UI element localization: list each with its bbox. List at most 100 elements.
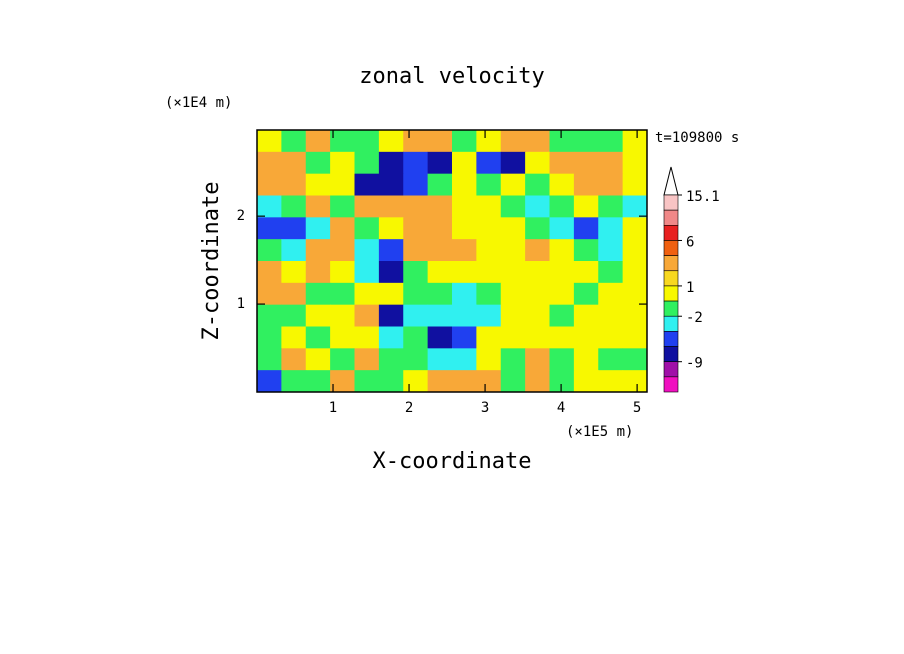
field-cell <box>427 130 453 153</box>
field-cell <box>378 130 404 153</box>
field-cell <box>281 282 307 306</box>
field-cell <box>525 130 550 153</box>
field-cell <box>598 195 624 218</box>
x-tick-label: 4 <box>557 400 565 416</box>
field-cell <box>354 282 380 306</box>
field-cell <box>427 304 453 327</box>
field-cell <box>378 370 404 393</box>
field-cell <box>622 217 648 240</box>
colorbar-band <box>663 209 679 226</box>
field-cell <box>549 370 575 393</box>
field-cell <box>598 173 624 196</box>
field-cell <box>525 217 550 240</box>
field-cell <box>403 151 429 175</box>
field-cell <box>330 261 355 284</box>
field-cell <box>476 261 502 284</box>
field-cell <box>403 173 429 196</box>
field-cell <box>354 173 380 196</box>
field-cell <box>598 261 624 284</box>
colorbar-band <box>663 331 679 347</box>
field-cell <box>622 304 648 327</box>
field-cell <box>354 195 380 218</box>
axes: 1 2 3 4 5 1 2 15.1 6 1 -2 -9 <box>237 129 720 416</box>
field-cell <box>427 261 453 284</box>
field-cell <box>354 130 380 153</box>
field-cell <box>330 348 355 371</box>
field-cell <box>622 195 648 218</box>
field-cell <box>354 151 380 175</box>
field-cell <box>598 282 624 306</box>
field-cell <box>378 304 404 327</box>
field-cell <box>378 151 404 175</box>
field-cell <box>452 195 477 218</box>
y-multiplier: (×1E4 m) <box>165 95 232 111</box>
field-cell <box>403 195 429 218</box>
y-tick-label: 2 <box>237 208 245 224</box>
field-cell <box>476 130 502 153</box>
field-cell <box>281 130 307 153</box>
field-cell <box>452 304 477 327</box>
field-cell <box>403 304 429 327</box>
field-cell <box>403 370 429 393</box>
colorbar-band <box>663 270 679 287</box>
field-cell <box>257 326 282 349</box>
colorbar-label: 6 <box>686 234 694 250</box>
field-cell <box>573 151 599 175</box>
field-cell <box>573 239 599 262</box>
field-cell <box>452 282 477 306</box>
field-cell <box>257 239 282 262</box>
field-cell <box>330 195 355 218</box>
field-cell <box>330 304 355 327</box>
field-cell <box>257 370 282 393</box>
field-cell <box>525 151 550 175</box>
field-cell <box>622 348 648 371</box>
field-cell <box>525 370 550 393</box>
field-cell <box>452 326 477 349</box>
field-cell <box>500 348 526 371</box>
field-cell <box>257 217 282 240</box>
field-cell <box>573 326 599 349</box>
field-cell <box>476 326 502 349</box>
field-cell <box>525 173 550 196</box>
field-cell <box>330 370 355 393</box>
colorbar-band <box>663 225 679 241</box>
field-cell <box>598 130 624 153</box>
field-cell <box>427 195 453 218</box>
field-cell <box>354 348 380 371</box>
field-cell <box>305 282 331 306</box>
field-cell <box>573 173 599 196</box>
field-cell <box>305 173 331 196</box>
x-axis-label: X-coordinate <box>373 449 532 474</box>
field-cell <box>330 239 355 262</box>
field-cell <box>452 261 477 284</box>
field-cell <box>452 217 477 240</box>
field-cell <box>281 348 307 371</box>
field-cell <box>427 217 453 240</box>
field-cell <box>525 282 550 306</box>
field-cell <box>354 326 380 349</box>
x-multiplier: (×1E5 m) <box>566 424 633 440</box>
y-axis-label: Z-coordinate <box>199 182 224 341</box>
field-cell <box>549 195 575 218</box>
field-cell <box>573 130 599 153</box>
field-cell <box>573 348 599 371</box>
field-cell <box>403 326 429 349</box>
colorbar-band <box>663 255 679 272</box>
field-cell <box>549 348 575 371</box>
field-cell <box>378 261 404 284</box>
field-cell <box>476 239 502 262</box>
field-cell <box>427 239 453 262</box>
field-cell <box>598 304 624 327</box>
field-cell <box>427 282 453 306</box>
field-cell <box>378 282 404 306</box>
field-cell <box>573 217 599 240</box>
time-label: t=109800 s <box>655 130 739 146</box>
colorbar-band <box>663 315 679 332</box>
field-cell <box>281 261 307 284</box>
field-cell <box>378 239 404 262</box>
field-cell <box>500 261 526 284</box>
field-cell <box>257 282 282 306</box>
field-cell <box>452 173 477 196</box>
field-cell <box>281 151 307 175</box>
field-cell <box>305 239 331 262</box>
